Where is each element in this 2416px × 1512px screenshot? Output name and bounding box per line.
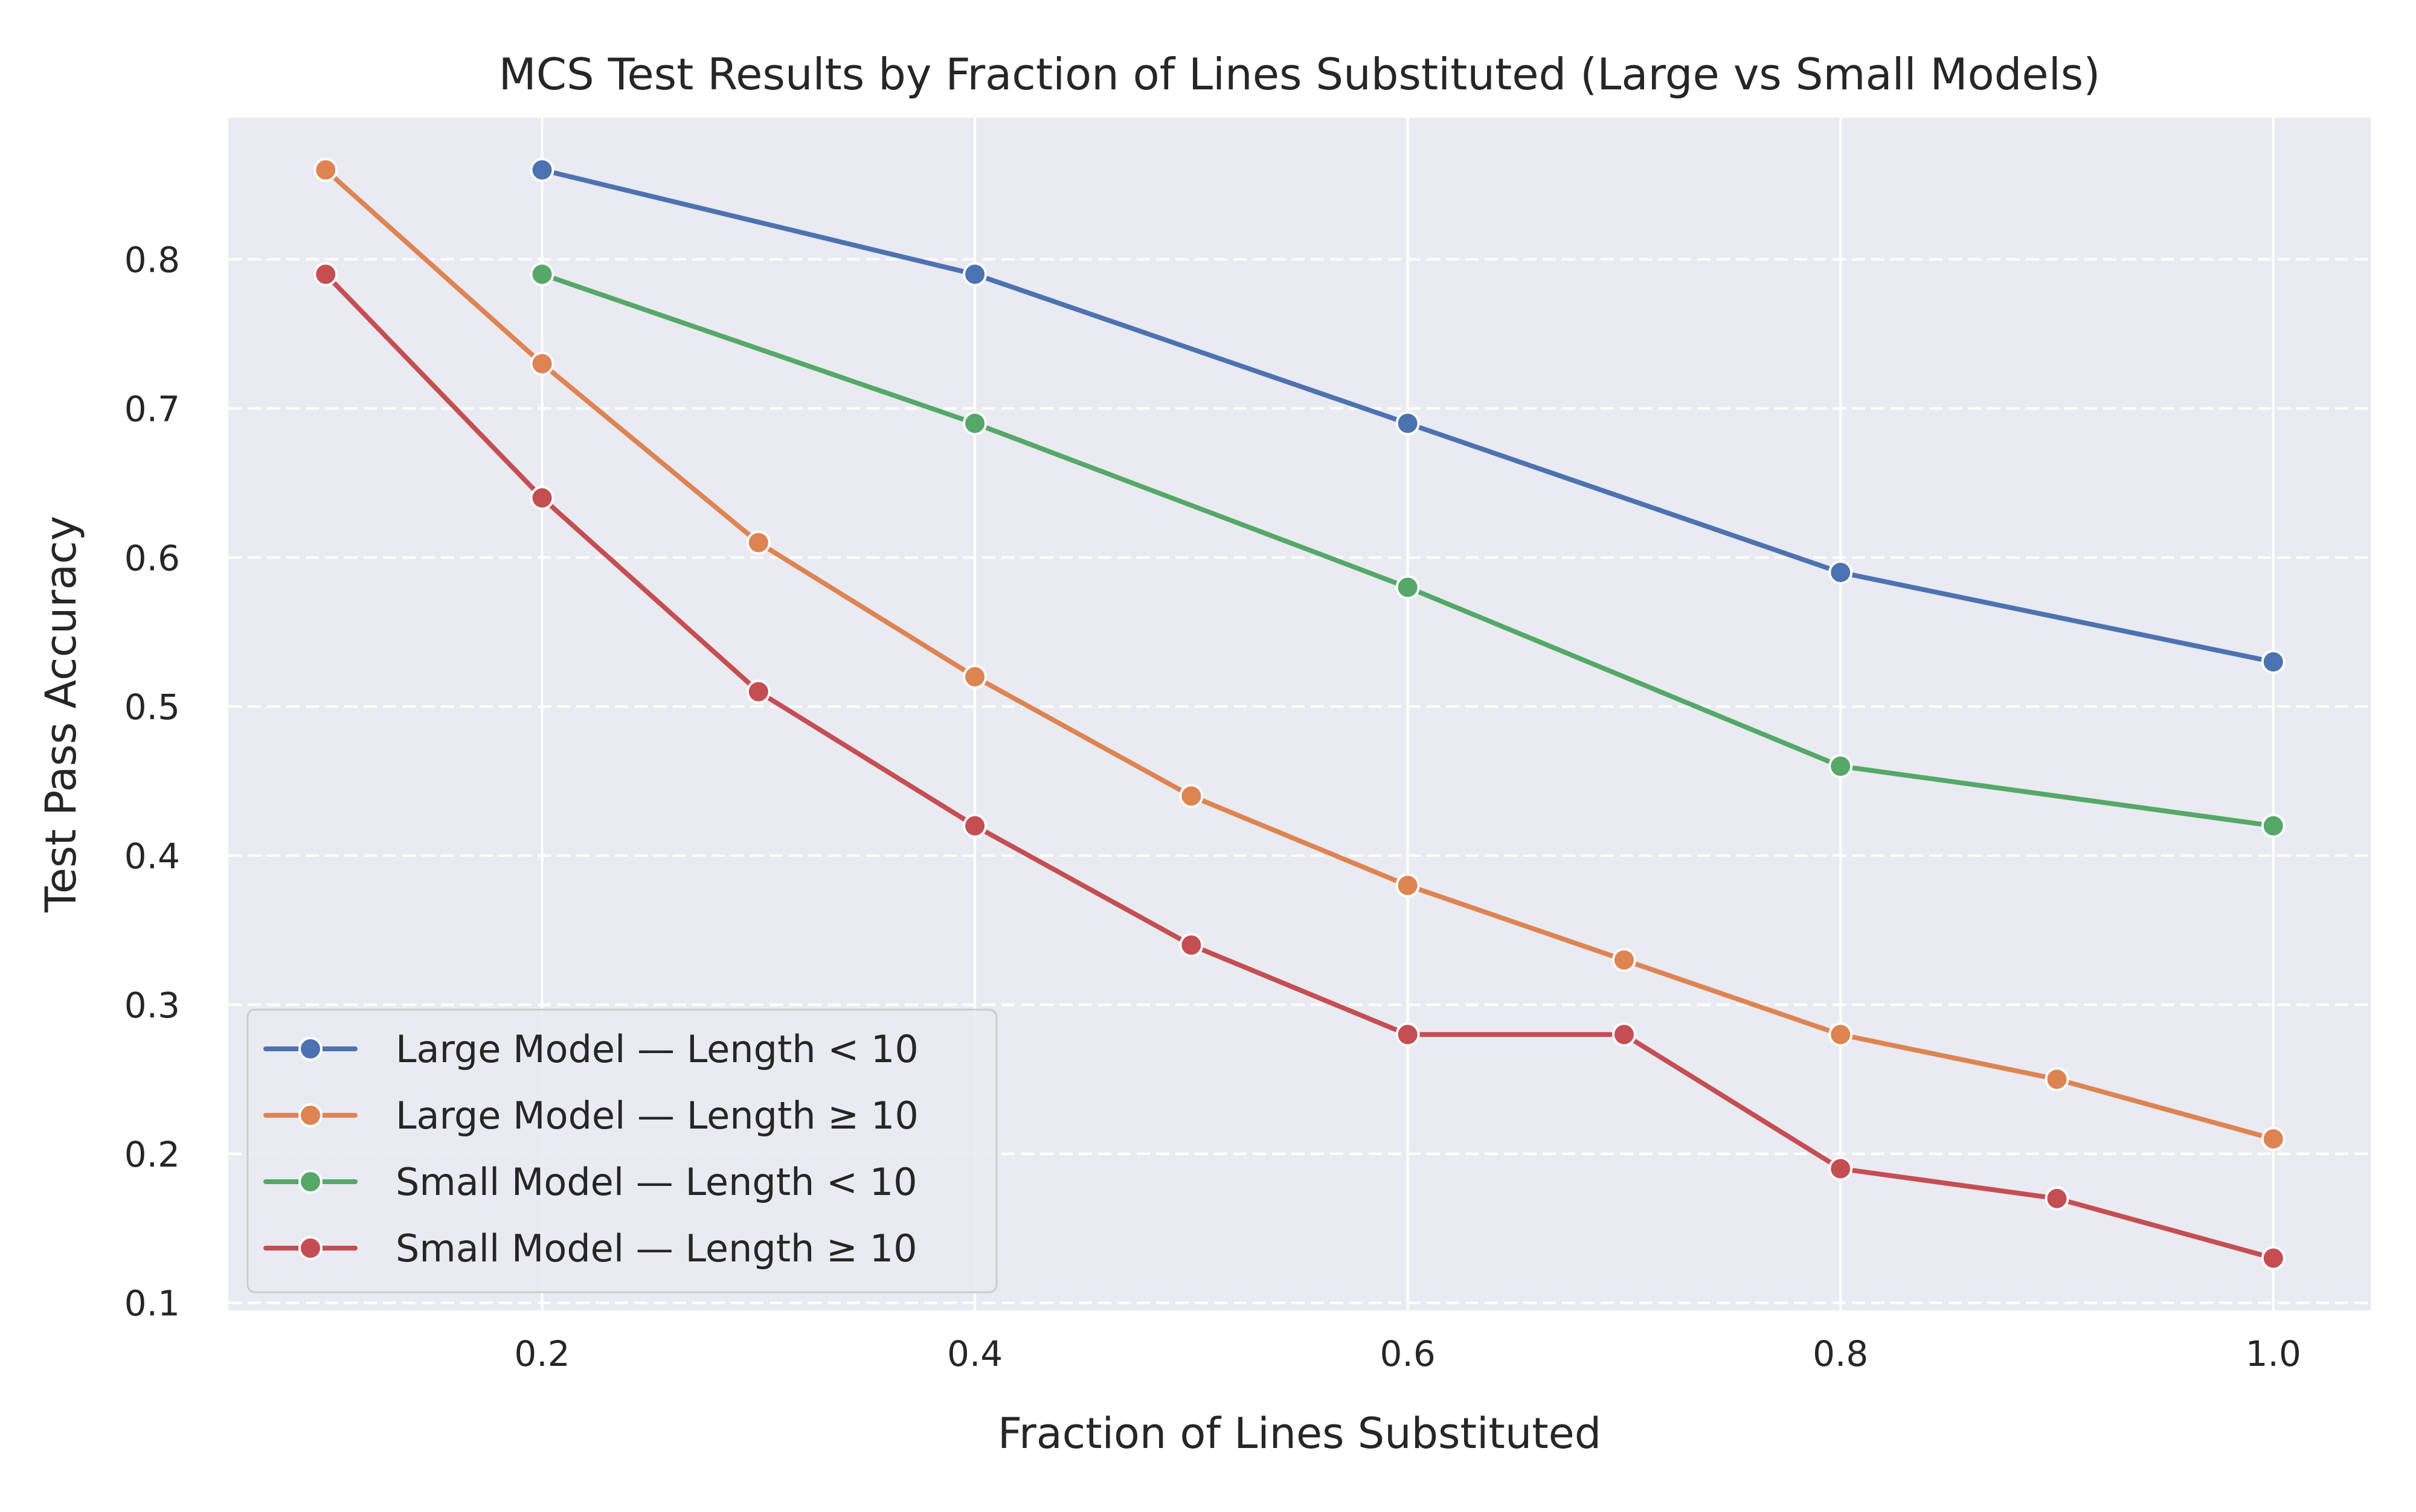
y-axis-label: Test Pass Accuracy	[36, 516, 86, 913]
data-point	[2261, 1127, 2286, 1152]
legend-label: Small Model — Length ≥ 10	[396, 1226, 917, 1270]
data-point	[530, 485, 554, 510]
data-point	[2261, 650, 2286, 674]
x-tick-label: 0.4	[947, 1333, 1003, 1374]
legend-item: Small Model — Length ≥ 10	[263, 1226, 917, 1270]
series-3	[530, 262, 2286, 838]
data-point	[2261, 1246, 2286, 1270]
data-point	[530, 262, 554, 287]
y-tick-label: 0.8	[124, 240, 180, 281]
data-point	[963, 262, 988, 287]
data-point	[1828, 560, 1853, 585]
x-tick-label: 0.8	[1813, 1333, 1868, 1374]
tick-labels: 0.2 0.4 0.6 0.8 1.0 0.1 0.2 0.3 0.4 0.5 0.6 0.7 0.8	[124, 240, 2301, 1374]
data-point	[1395, 1022, 1420, 1047]
data-point	[530, 158, 554, 182]
data-point	[963, 813, 988, 838]
data-point	[2045, 1186, 2069, 1211]
legend: Large Model — Length < 10 Large Model — L…	[246, 1008, 998, 1293]
legend-marker	[298, 1236, 323, 1260]
y-tick-label: 0.7	[124, 388, 180, 429]
series-layer	[313, 158, 2286, 1270]
data-point	[1828, 754, 1853, 778]
data-point	[2045, 1067, 2069, 1092]
data-point	[313, 262, 338, 287]
y-tick-label: 0.1	[124, 1283, 180, 1324]
data-point	[1395, 575, 1420, 600]
legend-label: Large Model — Length < 10	[396, 1027, 919, 1071]
chart-title: MCS Test Results by Fraction of Lines Su…	[499, 49, 2101, 100]
data-point	[1828, 1022, 1853, 1047]
y-tick-label: 0.3	[124, 985, 180, 1026]
data-point	[1395, 873, 1420, 898]
legend-marker	[298, 1170, 323, 1194]
x-axis-label: Fraction of Lines Substituted	[998, 1409, 1601, 1458]
legend-label: Large Model — Length ≥ 10	[396, 1094, 919, 1138]
data-point	[313, 158, 338, 182]
y-tick-label: 0.6	[124, 537, 180, 578]
data-point	[530, 351, 554, 376]
y-tick-label: 0.2	[124, 1134, 180, 1175]
grid-lines	[228, 118, 2371, 1310]
series-4	[313, 262, 2286, 1270]
data-point	[1611, 947, 1636, 972]
data-point	[1395, 411, 1420, 436]
legend-item: Large Model — Length ≥ 10	[263, 1094, 919, 1138]
y-tick-label: 0.4	[124, 836, 180, 877]
data-point	[963, 664, 988, 689]
x-tick-label: 0.6	[1380, 1333, 1436, 1374]
data-point	[1179, 933, 1204, 958]
x-tick-label: 1.0	[2246, 1333, 2301, 1374]
legend-box	[246, 1008, 998, 1293]
data-point	[746, 530, 771, 555]
legend-marker	[298, 1103, 323, 1127]
legend-item: Large Model — Length < 10	[263, 1027, 919, 1071]
data-point	[1828, 1156, 1853, 1181]
series-2	[313, 158, 2286, 1152]
data-point	[1611, 1022, 1636, 1047]
series-line	[323, 167, 2276, 1142]
data-point	[1179, 784, 1204, 809]
legend-label: Small Model — Length < 10	[396, 1160, 917, 1204]
x-tick-label: 0.2	[514, 1333, 570, 1374]
legend-marker	[298, 1037, 323, 1061]
data-point	[746, 679, 771, 704]
legend-item: Small Model — Length < 10	[263, 1160, 917, 1204]
data-point	[963, 411, 988, 436]
series-line	[323, 272, 2276, 1261]
series-1	[530, 158, 2286, 674]
y-tick-label: 0.5	[124, 687, 180, 728]
data-point	[2261, 813, 2286, 838]
